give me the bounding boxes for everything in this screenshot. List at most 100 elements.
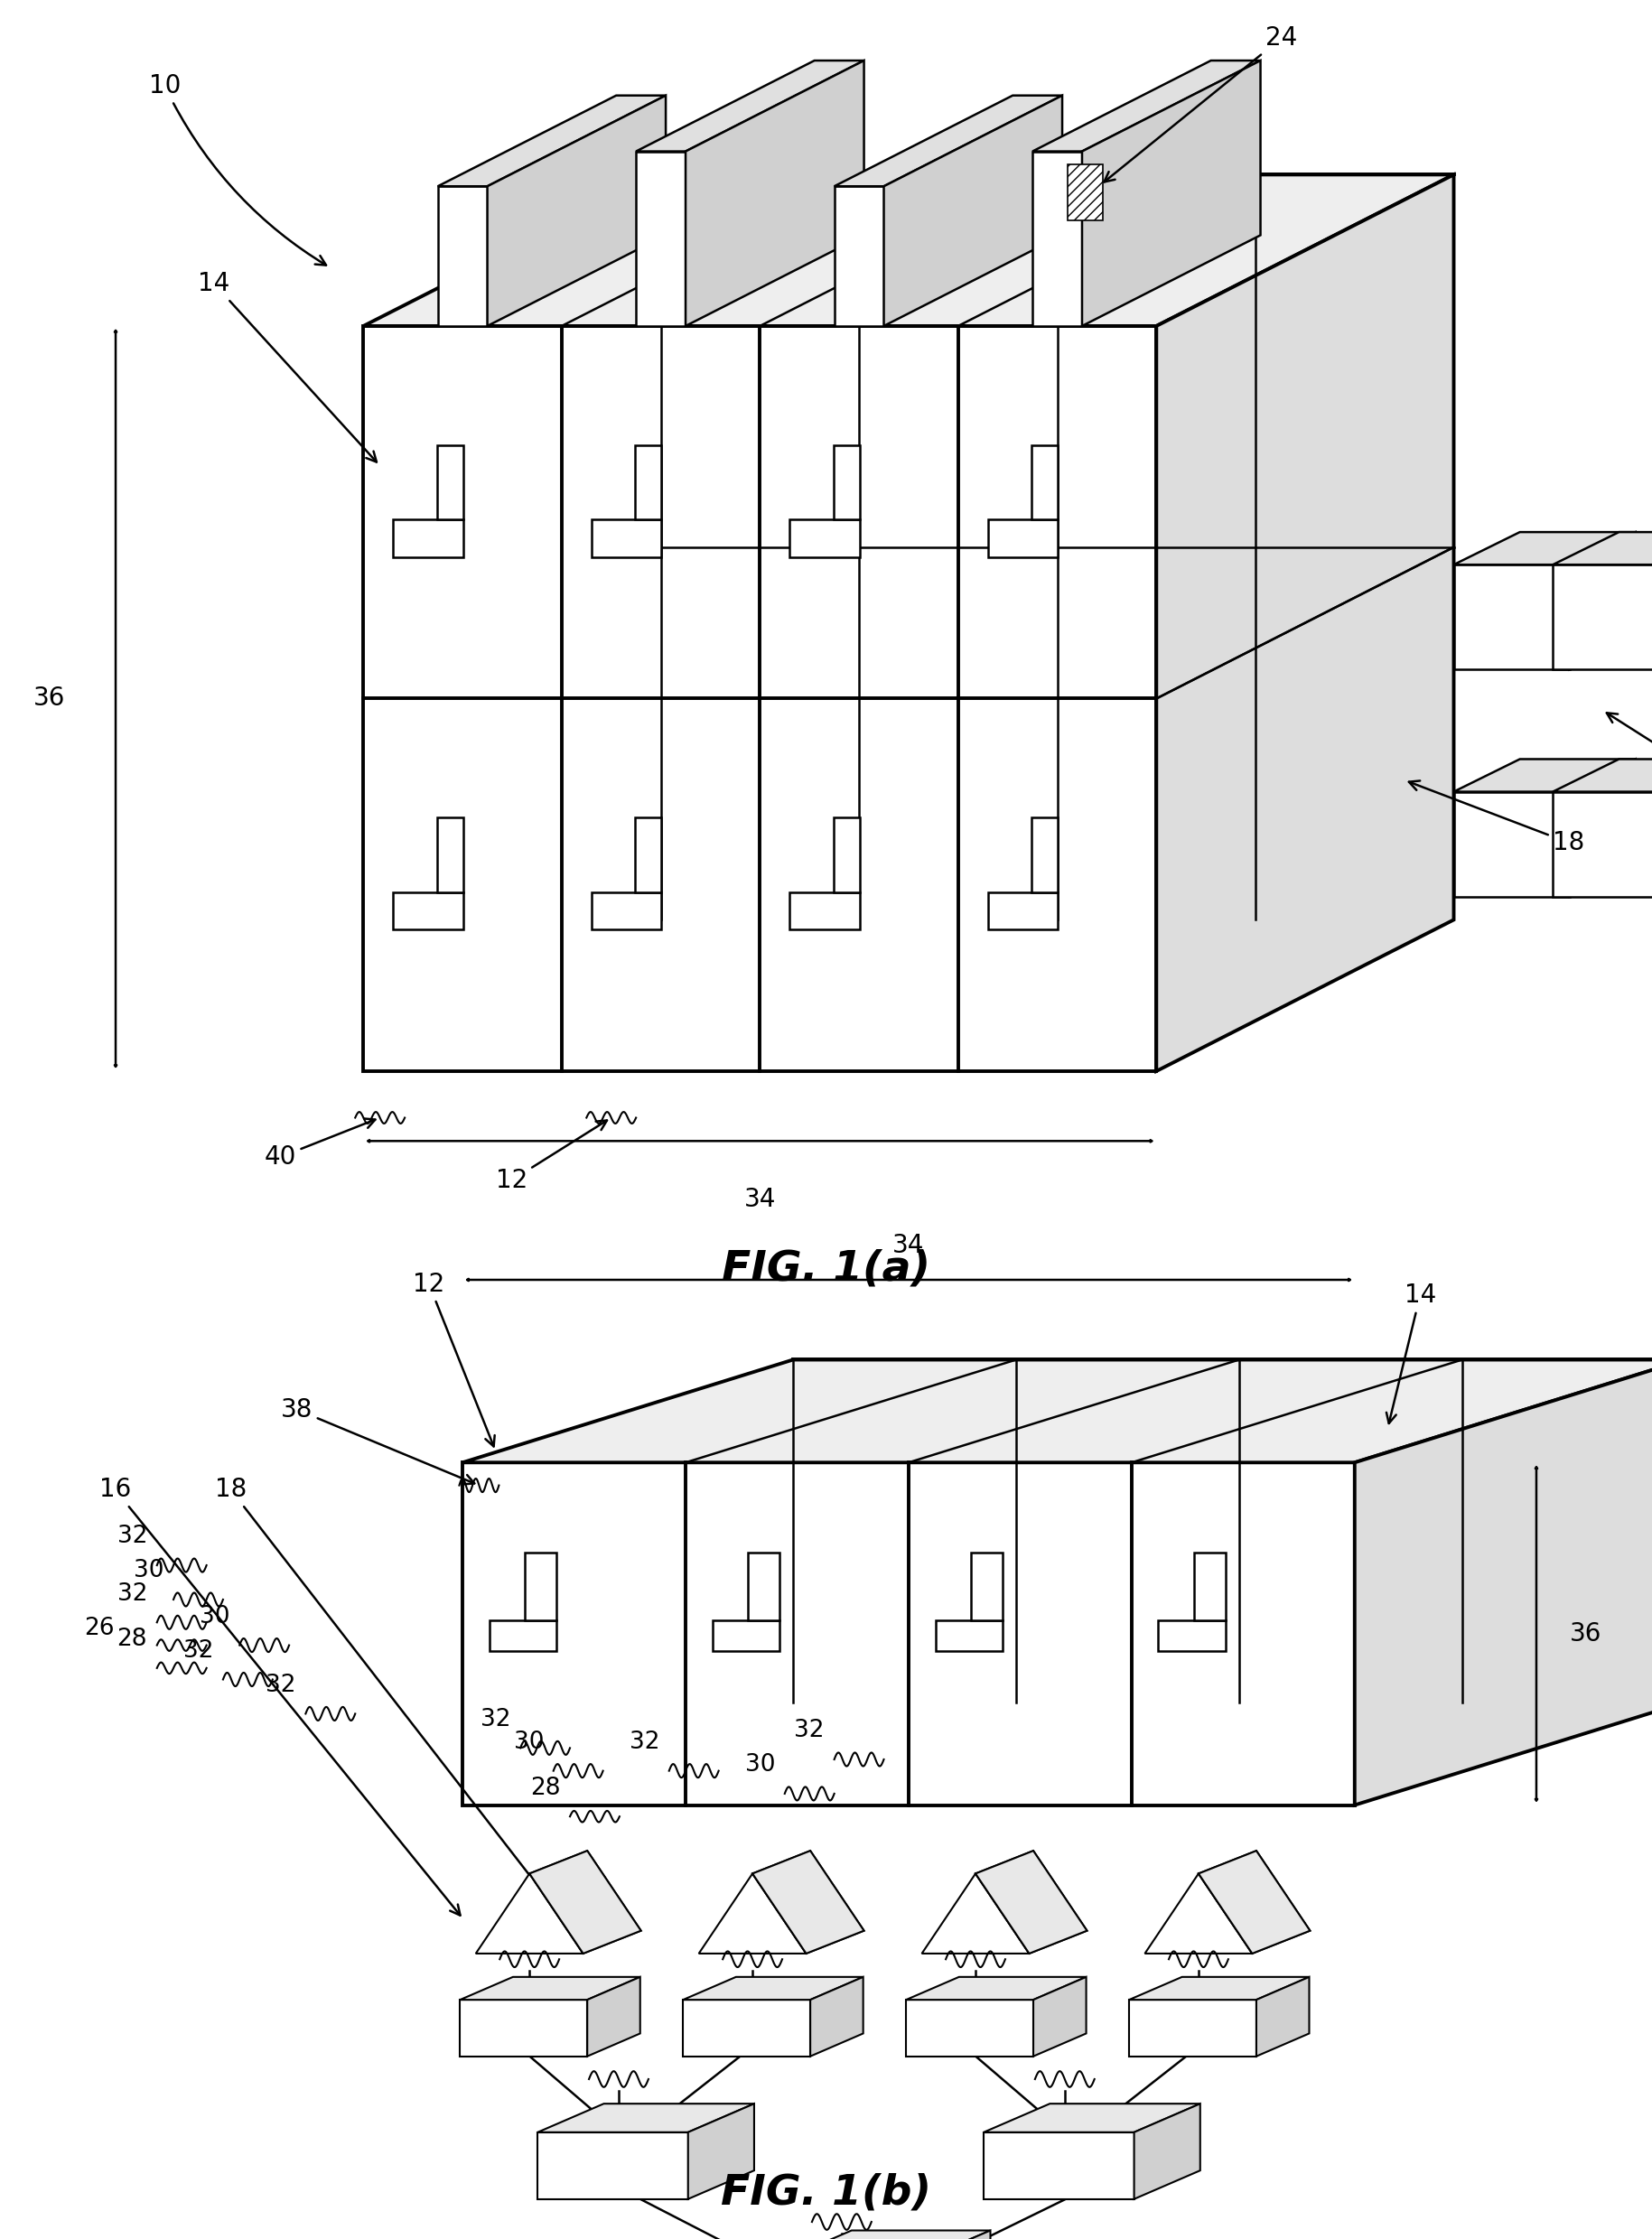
Polygon shape: [636, 152, 686, 327]
Text: 30: 30: [514, 1731, 544, 1753]
Text: 10: 10: [149, 74, 325, 264]
Text: 28: 28: [117, 1628, 147, 1650]
Polygon shape: [459, 1999, 588, 2055]
Polygon shape: [1156, 175, 1454, 1070]
Polygon shape: [684, 1999, 811, 2055]
Text: 14: 14: [198, 271, 377, 461]
Text: 24: 24: [1104, 25, 1297, 181]
Polygon shape: [1031, 446, 1057, 519]
Polygon shape: [1454, 533, 1635, 564]
Polygon shape: [1128, 1977, 1308, 1999]
Text: 16: 16: [1607, 712, 1652, 786]
Polygon shape: [983, 2132, 1133, 2199]
Polygon shape: [591, 893, 661, 929]
Polygon shape: [1355, 1359, 1652, 1805]
Polygon shape: [834, 186, 884, 327]
Polygon shape: [463, 1462, 1355, 1805]
Polygon shape: [1198, 1852, 1310, 1952]
Polygon shape: [1553, 564, 1652, 669]
Polygon shape: [539, 2132, 689, 2199]
Text: 38: 38: [281, 1397, 474, 1484]
Polygon shape: [689, 2105, 753, 2199]
Polygon shape: [1082, 60, 1260, 327]
Polygon shape: [438, 96, 666, 186]
Polygon shape: [790, 519, 859, 558]
Text: 36: 36: [33, 685, 66, 712]
Polygon shape: [393, 519, 463, 558]
Polygon shape: [436, 446, 463, 519]
Polygon shape: [463, 1359, 1652, 1462]
Polygon shape: [884, 96, 1062, 327]
Text: FIG. 1(b): FIG. 1(b): [720, 2174, 932, 2214]
Text: 30: 30: [745, 1753, 775, 1778]
Polygon shape: [773, 2230, 991, 2239]
Polygon shape: [393, 893, 463, 929]
Polygon shape: [1454, 759, 1635, 793]
Text: FIG. 1(a): FIG. 1(a): [722, 1249, 930, 1290]
Polygon shape: [971, 1552, 1003, 1621]
Polygon shape: [905, 1977, 1085, 1999]
Polygon shape: [983, 2105, 1199, 2132]
Polygon shape: [922, 1874, 1029, 1952]
Polygon shape: [476, 1874, 583, 1952]
Polygon shape: [975, 1852, 1087, 1952]
Polygon shape: [1158, 1621, 1226, 1650]
Text: 18: 18: [215, 1478, 544, 1892]
Polygon shape: [1569, 533, 1635, 669]
Text: 26: 26: [84, 1617, 114, 1639]
Text: 36: 36: [1569, 1621, 1602, 1646]
Text: 34: 34: [743, 1187, 776, 1211]
Polygon shape: [1256, 1977, 1308, 2055]
Polygon shape: [712, 1621, 780, 1650]
Polygon shape: [988, 893, 1057, 929]
Polygon shape: [753, 1852, 864, 1952]
Polygon shape: [529, 1852, 641, 1952]
Polygon shape: [1128, 1999, 1256, 2055]
Polygon shape: [634, 817, 661, 893]
Text: 32: 32: [795, 1720, 824, 1742]
Polygon shape: [1553, 533, 1652, 564]
Polygon shape: [634, 446, 661, 519]
Polygon shape: [1032, 60, 1260, 152]
Polygon shape: [1145, 1874, 1252, 1952]
Polygon shape: [487, 96, 666, 327]
Text: 12: 12: [496, 1120, 606, 1193]
Polygon shape: [363, 175, 1454, 327]
Polygon shape: [588, 1977, 641, 2055]
Polygon shape: [636, 60, 864, 152]
Polygon shape: [811, 1977, 864, 2055]
Polygon shape: [591, 519, 661, 558]
Bar: [1067, 163, 1104, 219]
Polygon shape: [539, 2105, 753, 2132]
Polygon shape: [1569, 759, 1635, 896]
Polygon shape: [833, 817, 859, 893]
Text: 12: 12: [413, 1272, 494, 1446]
Text: 32: 32: [117, 1583, 147, 1605]
Polygon shape: [529, 1852, 641, 1952]
Text: 32: 32: [117, 1525, 147, 1549]
Text: 32: 32: [183, 1639, 213, 1664]
Polygon shape: [459, 1977, 641, 1999]
Polygon shape: [1454, 564, 1569, 669]
Polygon shape: [833, 446, 859, 519]
Polygon shape: [686, 60, 864, 327]
Text: 32: 32: [481, 1708, 510, 1731]
Polygon shape: [975, 1852, 1087, 1952]
Polygon shape: [1553, 759, 1652, 793]
Text: 34: 34: [892, 1234, 925, 1258]
Polygon shape: [753, 1852, 864, 1952]
Text: 30: 30: [134, 1558, 164, 1583]
Text: 18: 18: [1409, 781, 1584, 855]
Polygon shape: [1454, 793, 1569, 896]
Polygon shape: [912, 2230, 991, 2239]
Polygon shape: [1032, 152, 1082, 327]
Polygon shape: [1034, 1977, 1085, 2055]
Polygon shape: [1031, 817, 1057, 893]
Polygon shape: [935, 1621, 1003, 1650]
Polygon shape: [988, 519, 1057, 558]
Polygon shape: [905, 1999, 1034, 2055]
Text: 40: 40: [264, 1120, 375, 1169]
Polygon shape: [790, 893, 859, 929]
Text: 32: 32: [266, 1673, 296, 1697]
Polygon shape: [438, 186, 487, 327]
